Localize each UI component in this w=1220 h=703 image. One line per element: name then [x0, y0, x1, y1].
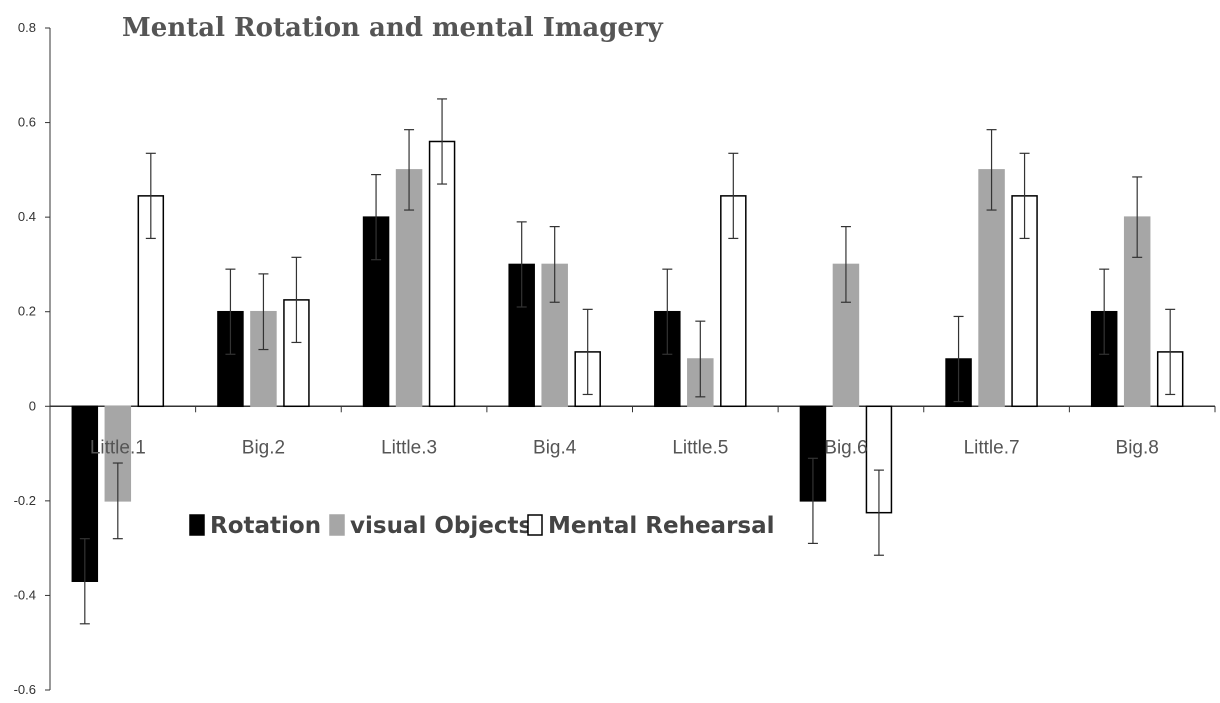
- category-label: Big.8: [1116, 437, 1159, 458]
- y-tick-label: 0.6: [18, 115, 36, 130]
- y-tick-label: -0.2: [14, 493, 36, 508]
- chart-title: Mental Rotation and mental Imagery: [122, 13, 664, 43]
- legend-label: visual Objects: [350, 513, 532, 539]
- legend-label: Rotation: [210, 513, 321, 539]
- error-bars-group: [79, 98, 1176, 625]
- legend-swatch: [527, 514, 543, 536]
- bar-mental-rehearsal: [428, 140, 456, 408]
- y-tick-label: 0.4: [18, 209, 36, 224]
- category-label: Big.2: [242, 437, 285, 458]
- y-tick-label: 0.2: [18, 304, 36, 319]
- category-labels: Little.1 Big.2 Little.3 Big.4 Little.5 Big.6 L…: [90, 437, 1159, 458]
- y-tick-label: -0.6: [14, 682, 36, 697]
- category-label: Little.1: [90, 437, 146, 458]
- y-tick-label: 0: [29, 398, 36, 413]
- y-tick-label: 0.8: [18, 20, 36, 35]
- category-label: Little.7: [964, 437, 1020, 458]
- category-label: Big.4: [533, 437, 577, 458]
- legend-swatch: [329, 514, 345, 536]
- y-tick-label: -0.4: [14, 587, 36, 602]
- legend: Rotation visual Objects Mental Rehearsal: [189, 513, 775, 539]
- category-label: Big.6: [824, 437, 867, 458]
- legend-label: Mental Rehearsal: [548, 513, 775, 539]
- category-label: Little.5: [672, 437, 728, 458]
- category-label: Little.3: [381, 437, 437, 458]
- legend-swatch: [189, 514, 205, 536]
